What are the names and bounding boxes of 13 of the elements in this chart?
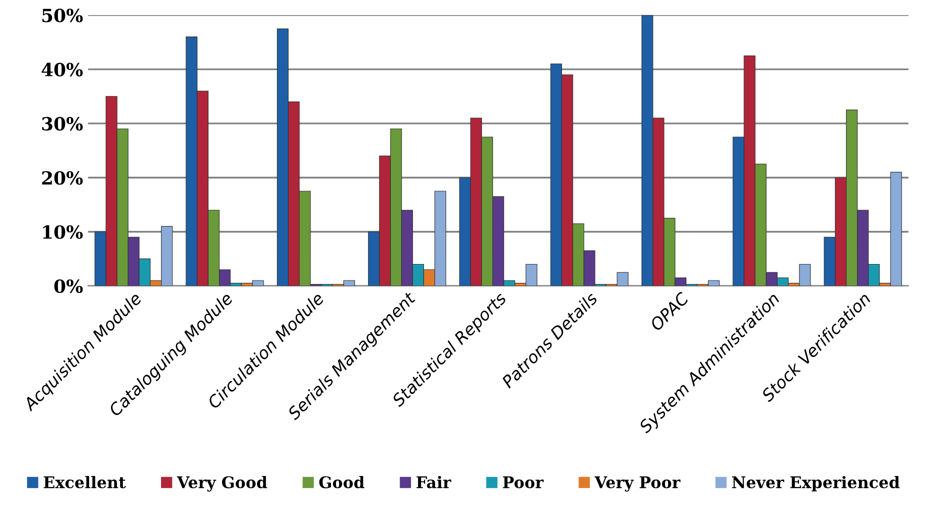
- legend-label: Excellent: [44, 476, 126, 488]
- legend-label: Good: [319, 476, 364, 488]
- y-tick-label: 30%: [42, 116, 83, 131]
- y-tick-label: 0%: [54, 279, 83, 294]
- y-tick-label: 20%: [42, 171, 83, 185]
- legend-label: Very Good: [176, 476, 268, 492]
- y-tick-label: 50%: [42, 8, 83, 22]
- legend-label: Never Experienced: [732, 476, 900, 492]
- legend-label: Fair: [416, 476, 452, 488]
- y-tick-label: 10%: [43, 225, 83, 239]
- y-tick-label: 40%: [42, 62, 83, 76]
- legend-label: Poor: [502, 476, 544, 488]
- legend-label: Very Poor: [594, 476, 680, 492]
